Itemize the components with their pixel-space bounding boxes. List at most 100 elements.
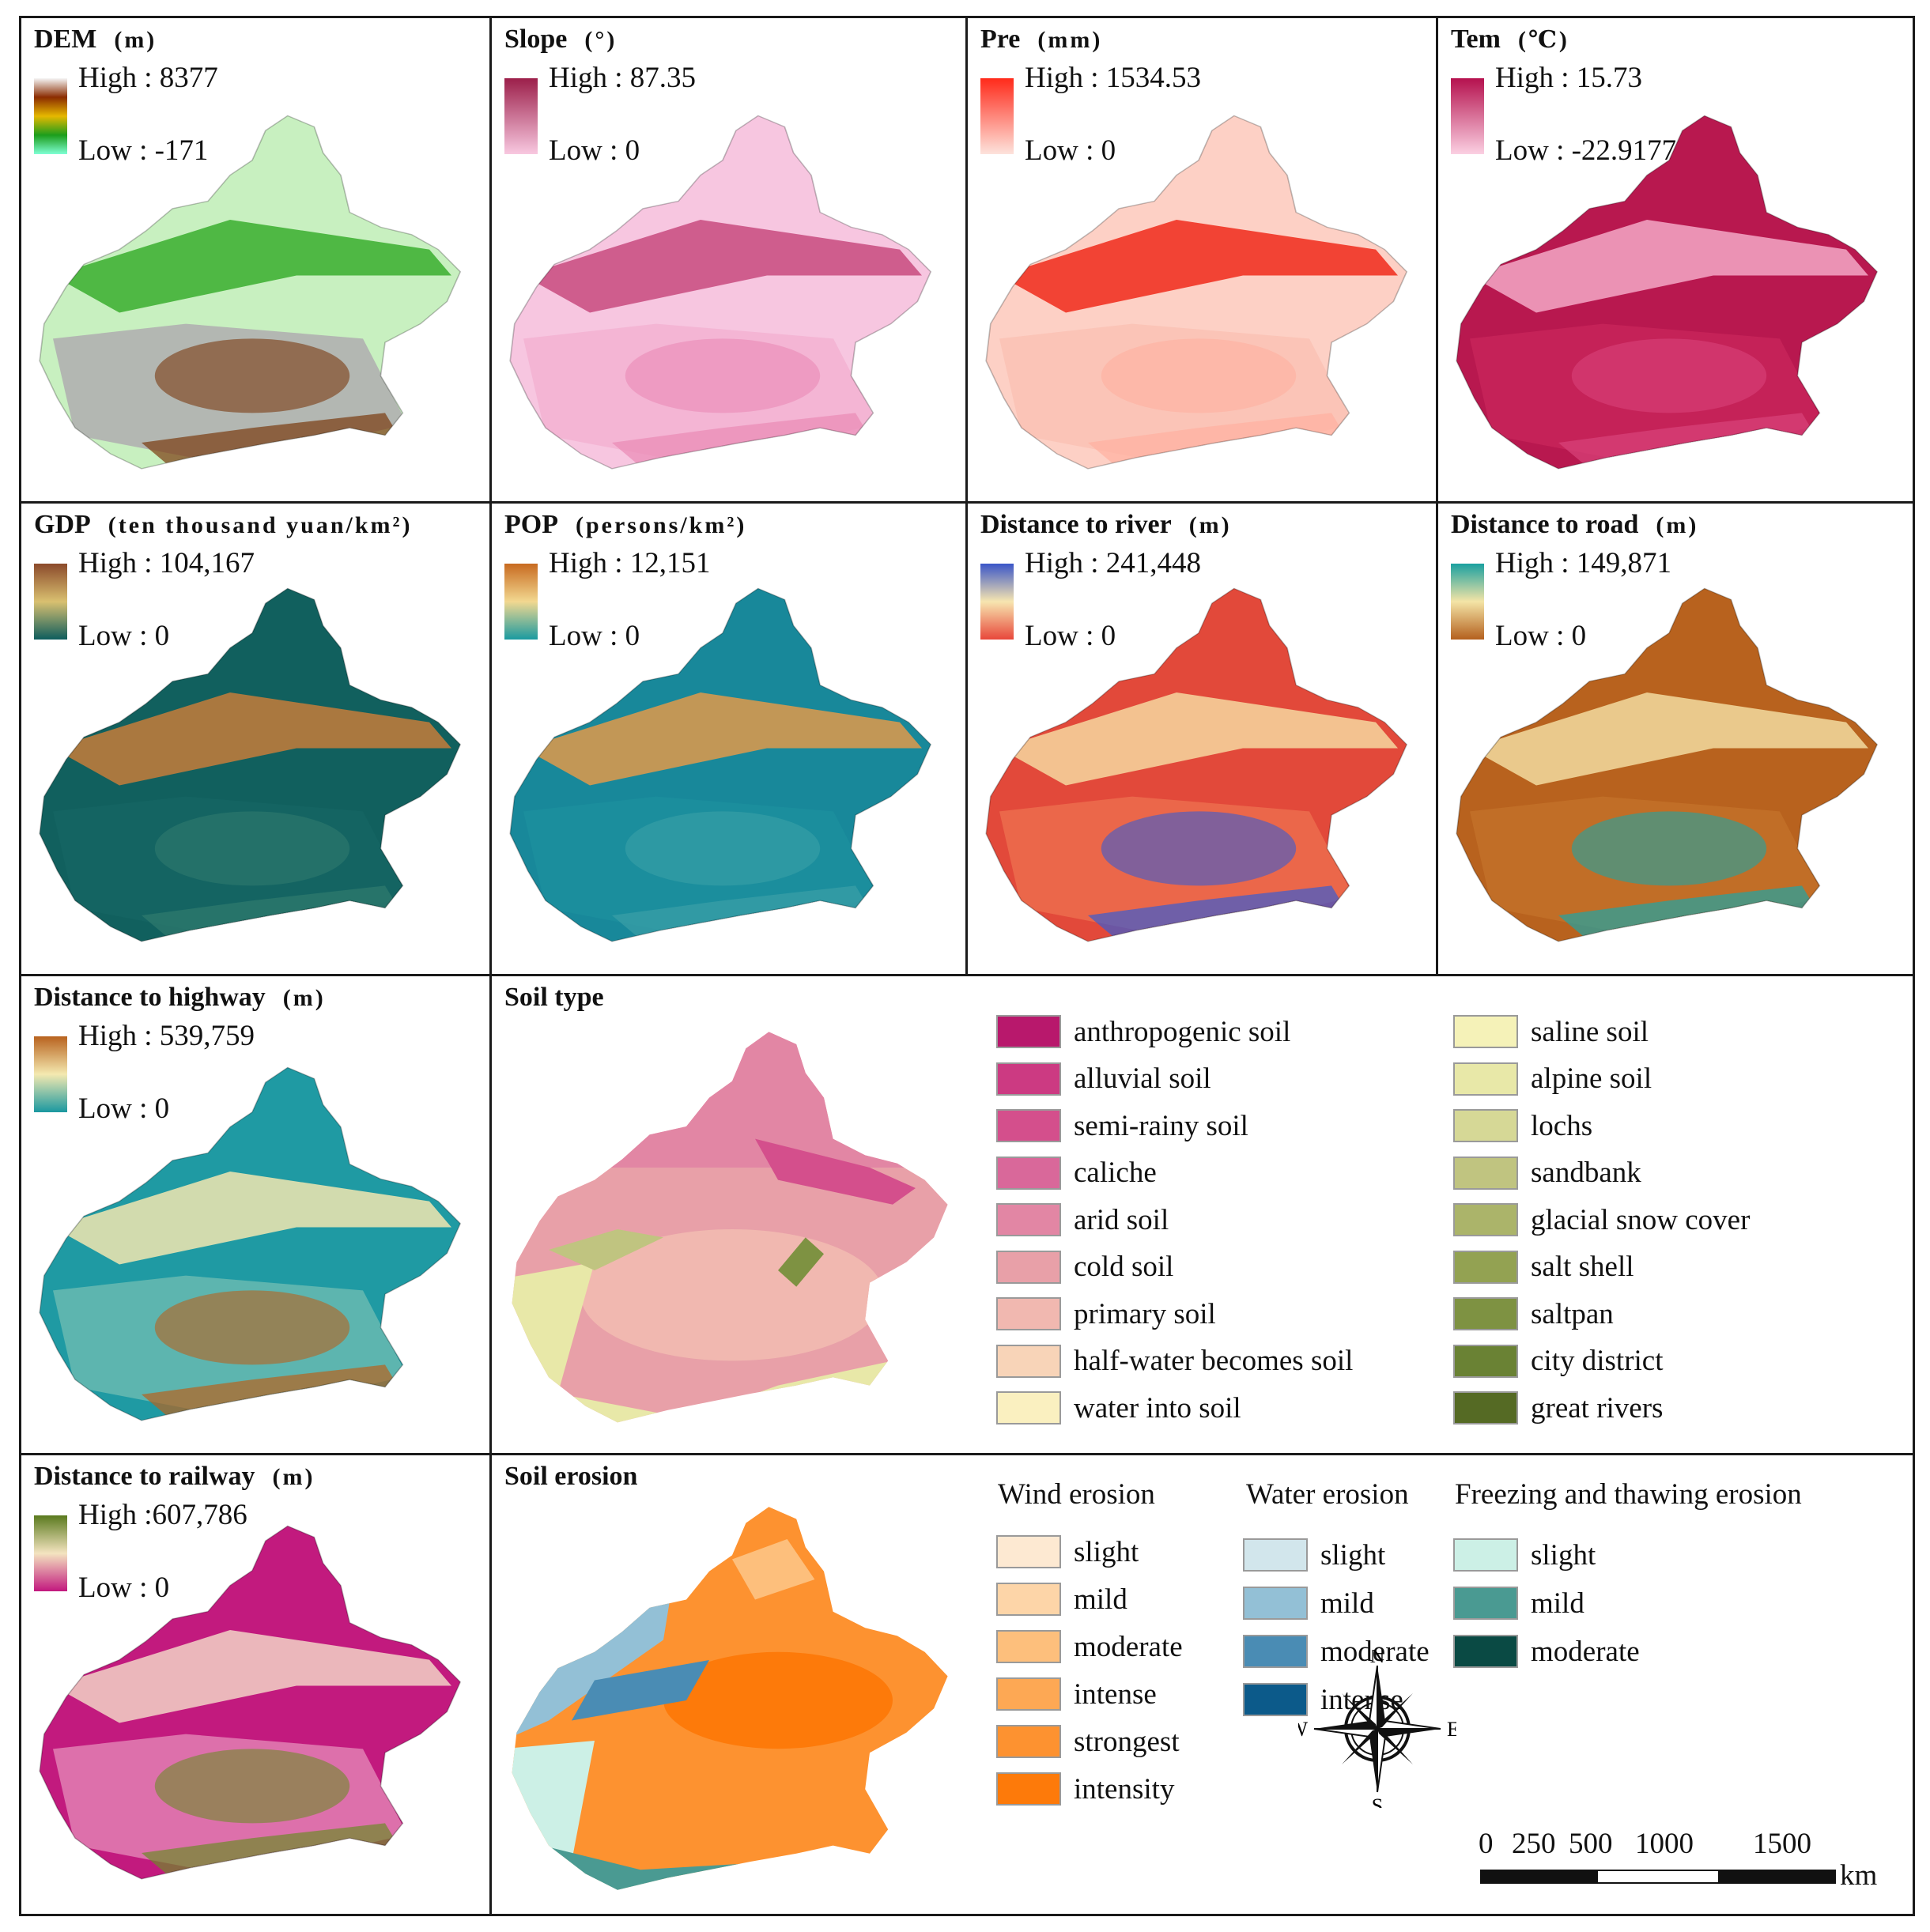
soil-type-legend-item: saltpan <box>1453 1296 1614 1331</box>
legend-label: water into soil <box>1074 1391 1241 1424</box>
tem-map <box>1448 108 1890 480</box>
slope-legend-low: Low : 0 <box>549 134 640 167</box>
soil-type-legend-item: caliche <box>996 1156 1157 1191</box>
legend-swatch <box>996 1015 1061 1048</box>
pre-unit: (mm) <box>1037 27 1103 53</box>
legend-label: city district <box>1531 1345 1664 1377</box>
soil-type-legend-item: sandbank <box>1453 1156 1641 1191</box>
dem-map <box>31 108 474 480</box>
legend-label: anthropogenic soil <box>1074 1015 1291 1048</box>
slope-title-text: Slope <box>504 25 568 54</box>
soil-type-legend-item: cold soil <box>996 1250 1173 1285</box>
soil-type-map <box>512 1032 948 1423</box>
legend-label: strongest <box>1074 1725 1180 1758</box>
distance-to-highway-title: Distance to highway (m) <box>34 983 326 1013</box>
legend-label: arid soil <box>1074 1203 1169 1236</box>
legend-swatch <box>1453 1587 1518 1620</box>
distance-to-railway-color-ramp <box>34 1515 67 1591</box>
erosion-group-title: Water erosion <box>1246 1478 1409 1511</box>
distance-to-road-color-ramp <box>1451 564 1484 640</box>
legend-swatch <box>1243 1635 1308 1668</box>
legend-swatch <box>996 1297 1061 1330</box>
distance-to-railway-legend-low: Low : 0 <box>78 1572 170 1604</box>
soil-type-legend-item: alpine soil <box>1453 1062 1652 1096</box>
distance-to-river-title-text: Distance to river <box>980 510 1172 539</box>
distance-to-river-legend-low: Low : 0 <box>1025 620 1116 652</box>
tem-legend-high: High : 15.73 <box>1495 62 1643 94</box>
panel-slope: Slope (°) High : 87.35 Low : 0 <box>492 18 968 504</box>
distance-to-highway-title-text: Distance to highway <box>34 983 266 1012</box>
legend-swatch <box>996 1677 1061 1711</box>
pre-legend-high: High : 1534.53 <box>1025 62 1202 94</box>
legend-swatch <box>1453 1203 1518 1236</box>
gdp-unit: (ten thousand yuan/km²) <box>108 512 413 538</box>
legend-label: saline soil <box>1531 1015 1649 1048</box>
panel-pre: Pre (mm) High : 1534.53 Low : 0 <box>968 18 1438 504</box>
panel-pop: POP (persons/km²) High : 12,151 Low : 0 <box>492 504 968 976</box>
legend-swatch <box>1453 1156 1518 1190</box>
soil-erosion-legend-item: mild <box>1243 1586 1374 1621</box>
legend-swatch <box>996 1062 1061 1096</box>
legend-swatch <box>996 1772 1061 1806</box>
soil-erosion-legend-item: intensity <box>996 1772 1174 1806</box>
soil-type-legend-item: alluvial soil <box>996 1062 1211 1096</box>
distance-to-highway-legend-low: Low : 0 <box>78 1092 170 1125</box>
soil-type-legend-item: water into soil <box>996 1391 1241 1425</box>
legend-label: glacial snow cover <box>1531 1203 1751 1236</box>
legend-label: saltpan <box>1531 1297 1614 1330</box>
legend-swatch <box>1453 1635 1518 1668</box>
soil-erosion-map <box>512 1507 948 1890</box>
tem-color-ramp <box>1451 78 1484 154</box>
pre-color-ramp <box>980 78 1014 154</box>
soil-erosion-legend-item: slight <box>1243 1538 1385 1572</box>
legend-label: moderate <box>1074 1630 1183 1663</box>
pop-title-text: POP <box>504 510 558 539</box>
scale-tick-1000: 1000 <box>1635 1828 1694 1860</box>
compass-s: S <box>1372 1794 1383 1808</box>
soil-type-legend-item: arid soil <box>996 1202 1169 1237</box>
legend-swatch <box>996 1203 1061 1236</box>
legend-label: cold soil <box>1074 1251 1174 1283</box>
scale-unit: km <box>1840 1859 1878 1892</box>
dem-title: DEM (m) <box>34 25 157 55</box>
legend-label: half-water becomes soil <box>1074 1345 1354 1377</box>
legend-swatch <box>996 1156 1061 1190</box>
soil-erosion-legend-item: slight <box>996 1534 1139 1569</box>
soil-erosion-legend-item: moderate <box>1243 1634 1430 1669</box>
legend-label: lochs <box>1531 1109 1593 1142</box>
panel-tem: Tem (℃) High : 15.73 Low : -22.9177 <box>1438 18 1913 504</box>
soil-erosion-legend-item: slight <box>1453 1538 1596 1572</box>
distance-to-road-legend-low: Low : 0 <box>1495 620 1587 652</box>
legend-label: moderate <box>1320 1635 1430 1668</box>
pop-color-ramp <box>504 564 538 640</box>
soil-erosion-legend-item: mild <box>996 1582 1127 1617</box>
soil-erosion-title: Soil erosion <box>504 1462 638 1491</box>
panel-distance-to-railway: Distance to railway (m) High :607,786 Low :… <box>21 1455 492 1914</box>
gdp-legend-low: Low : 0 <box>78 620 170 652</box>
distance-to-river-title: Distance to river (m) <box>980 510 1232 540</box>
pop-legend-high: High : 12,151 <box>549 547 711 579</box>
legend-swatch <box>1453 1297 1518 1330</box>
scale-tick-250: 250 <box>1512 1828 1556 1860</box>
legend-swatch <box>996 1630 1061 1663</box>
legend-label: primary soil <box>1074 1297 1216 1330</box>
legend-swatch <box>996 1391 1061 1424</box>
legend-swatch <box>1453 1538 1518 1572</box>
soil-erosion-legend-item: moderate <box>996 1629 1183 1664</box>
soil-type-legend-item: glacial snow cover <box>1453 1202 1750 1237</box>
erosion-group-title: Freezing and thawing erosion <box>1455 1478 1802 1511</box>
distance-to-railway-title: Distance to railway (m) <box>34 1462 315 1492</box>
pre-title-text: Pre <box>980 25 1021 54</box>
soil-erosion-legend-item: mild <box>1453 1586 1584 1621</box>
legend-label: slight <box>1320 1538 1386 1572</box>
legend-label: semi-rainy soil <box>1074 1109 1248 1142</box>
panel-distance-to-river: Distance to river (m) High : 241,448 Low : … <box>968 504 1438 976</box>
slope-map <box>501 108 944 480</box>
legend-swatch <box>1453 1062 1518 1096</box>
pop-legend-low: Low : 0 <box>549 620 640 652</box>
erosion-group-title: Wind erosion <box>998 1478 1155 1511</box>
soil-type-title: Soil type <box>504 983 604 1012</box>
distance-to-railway-legend-high: High :607,786 <box>78 1499 247 1531</box>
legend-label: slight <box>1074 1535 1139 1568</box>
soil-erosion-legend-item: intense <box>996 1677 1157 1711</box>
